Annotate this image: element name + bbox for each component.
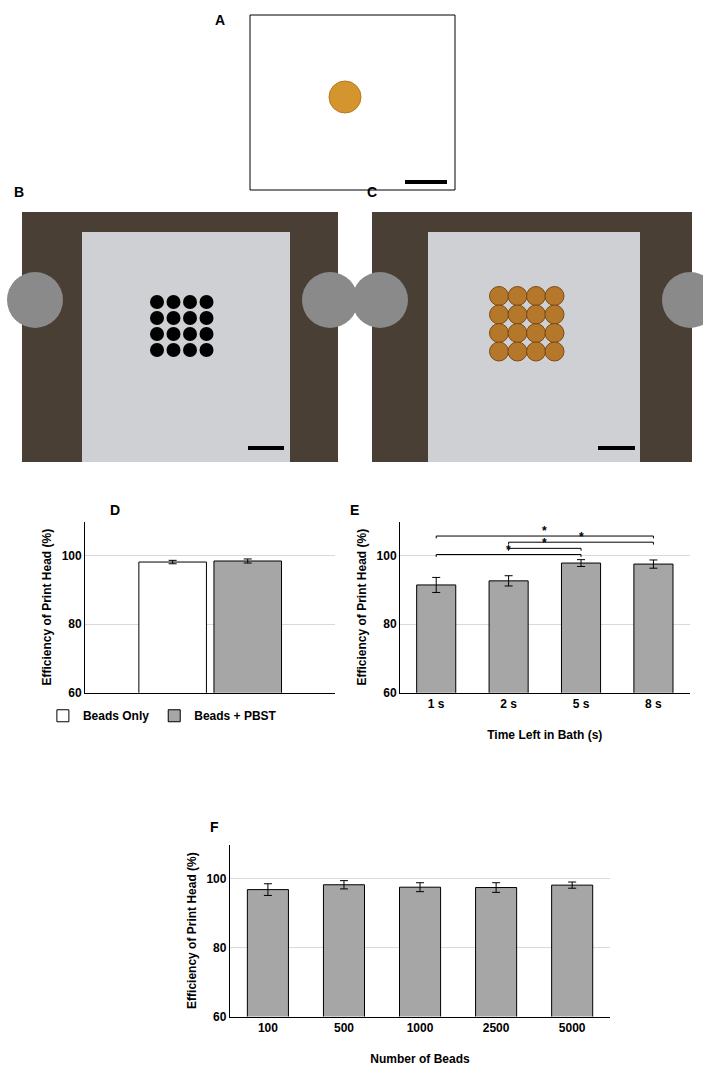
svg-text:80: 80 xyxy=(68,617,82,631)
svg-text:60: 60 xyxy=(383,686,397,700)
svg-text:1 s: 1 s xyxy=(428,697,445,711)
svg-text:*: * xyxy=(506,543,511,557)
svg-text:60: 60 xyxy=(68,686,82,700)
svg-text:*: * xyxy=(542,524,547,538)
svg-text:2 s: 2 s xyxy=(500,697,517,711)
svg-text:Time Left in Bath (s): Time Left in Bath (s) xyxy=(487,728,602,742)
svg-text:5 s: 5 s xyxy=(573,697,590,711)
svg-text:5000: 5000 xyxy=(559,1021,586,1035)
svg-text:8 s: 8 s xyxy=(645,697,662,711)
svg-text:100: 100 xyxy=(206,872,226,886)
svg-text:Beads Only: Beads Only xyxy=(83,709,149,723)
svg-text:Efficiency of Print Head (%): Efficiency of Print Head (%) xyxy=(185,852,199,1009)
svg-text:C: C xyxy=(367,184,377,200)
svg-text:*: * xyxy=(542,536,547,550)
svg-text:60: 60 xyxy=(213,1010,227,1024)
svg-text:100: 100 xyxy=(62,549,82,563)
svg-text:E: E xyxy=(350,502,359,518)
svg-text:1000: 1000 xyxy=(407,1021,434,1035)
svg-text:80: 80 xyxy=(383,617,397,631)
svg-text:500: 500 xyxy=(334,1021,354,1035)
svg-text:80: 80 xyxy=(213,941,227,955)
svg-text:2500: 2500 xyxy=(483,1021,510,1035)
svg-text:*: * xyxy=(579,530,584,544)
svg-text:100: 100 xyxy=(377,549,397,563)
svg-text:Number of Beads: Number of Beads xyxy=(370,1052,470,1066)
svg-text:F: F xyxy=(210,819,219,835)
svg-text:Efficiency of Print Head (%): Efficiency of Print Head (%) xyxy=(40,529,54,686)
svg-text:Beads + PBST: Beads + PBST xyxy=(194,709,276,723)
svg-text:D: D xyxy=(110,502,120,518)
svg-text:Efficiency of Print Head (%): Efficiency of Print Head (%) xyxy=(355,529,369,686)
svg-text:A: A xyxy=(215,12,225,28)
svg-text:B: B xyxy=(14,184,24,200)
svg-text:100: 100 xyxy=(258,1021,278,1035)
